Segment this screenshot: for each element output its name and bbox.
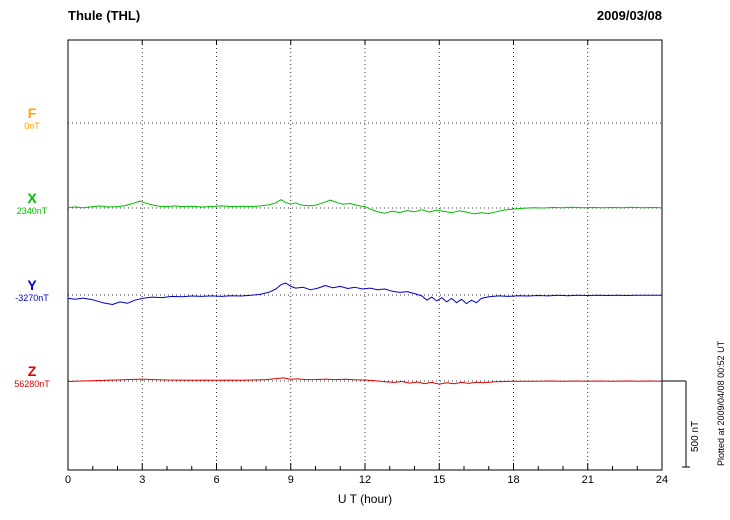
x-tick-label: 24 (655, 474, 669, 486)
x-axis-title: U T (hour) (337, 492, 393, 506)
x-tick-label: 3 (139, 474, 146, 486)
scale-bar-label: 500 nT (690, 420, 701, 452)
channel-label-z: Z 56280nT (2, 363, 62, 390)
x-tick-label: 9 (287, 474, 294, 486)
channel-name-x: X (27, 190, 37, 206)
x-tick-label: 18 (507, 474, 520, 486)
channel-baseline-f: 0nT (24, 121, 40, 131)
channel-name-z: Z (27, 363, 37, 379)
channel-label-y: Y -3270nT (2, 277, 62, 304)
channel-baseline-y: -3270nT (15, 293, 49, 303)
x-tick-label: 6 (213, 474, 220, 486)
channel-baseline-z: 56280nT (14, 379, 50, 389)
channel-baseline-x: 2340nT (16, 206, 48, 216)
station-title: Thule (THL) (68, 8, 141, 23)
channel-name-f: F (27, 105, 37, 121)
channel-name-y: Y (27, 277, 37, 293)
channel-label-f: F 0nT (2, 105, 62, 132)
x-tick-label: 15 (433, 474, 446, 486)
x-tick-label: 21 (581, 474, 594, 486)
plot-date: 2009/03/08 (596, 8, 662, 23)
x-tick-label: 0 (64, 474, 72, 486)
plotted-at-note: Plotted at 2009/04/08 00:52 UT (716, 340, 726, 466)
trace-z (67, 377, 663, 385)
channel-label-x: X 2340nT (2, 190, 62, 217)
x-tick-label: 12 (358, 474, 372, 486)
trace-y (67, 282, 663, 305)
plot-border (67, 39, 663, 471)
trace-x (67, 199, 663, 215)
